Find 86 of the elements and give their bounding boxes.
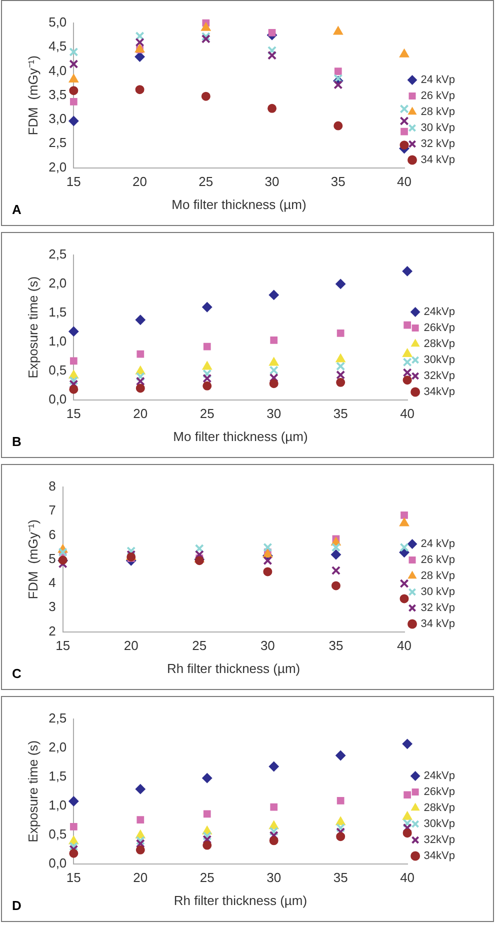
legend-label: 26 kVp [420,90,456,102]
x-tick-label: 20 [133,406,148,422]
legend-label: 32 kVp [420,602,456,614]
y-tick-label: 2,0 [48,276,67,291]
legend-label: 34 kVp [420,154,456,166]
y-tick-label: 4,0 [48,62,67,78]
legend-label: 30 kVp [420,122,456,134]
y-tick-label: 0,5 [48,362,67,378]
y-tick-label: 1,0 [48,797,67,812]
y-tick-label: 0,5 [48,826,67,842]
x-tick-label: 25 [200,406,214,422]
y-tick-label: 0,0 [48,855,67,870]
y-tick-label: 0,0 [48,391,67,406]
y-tick-label: 1,5 [48,304,67,320]
x-tick-label: 35 [333,406,348,422]
legend-label: 24kVp [424,306,456,318]
x-axis-title: Rh filter thickness (µm) [166,660,300,676]
legend-label: 28kVp [424,802,456,814]
legend-label: 28 kVp [420,106,456,118]
x-tick-label: 20 [132,174,148,190]
legend-label: 34kVp [424,386,456,398]
x-tick-label: 30 [264,174,280,190]
x-tick-label: 35 [333,870,348,886]
x-tick-label: 15 [56,638,70,654]
legend-label: 24kVp [424,770,456,782]
x-tick-label: 30 [266,406,282,422]
x-axis-title: Mo filter thickness (µm) [172,196,306,212]
x-tick-label: 40 [397,174,412,190]
y-axis-title: Exposure time (s) [25,276,40,378]
x-tick-label: 15 [66,870,81,886]
legend-label: 26kVp [424,786,456,798]
x-tick-label: 40 [397,638,412,654]
legend-label: 32kVp [424,834,456,846]
y-axis-title: FDM (mGy⁻¹) [25,519,40,600]
legend-label: 24 kVp [420,74,456,86]
text: A [12,202,22,217]
legend-label: 28 kVp [420,570,456,582]
y-tick-label: 4 [48,575,56,590]
y-tick-label: 4,5 [48,38,67,54]
x-axis-title: Rh filter thickness (µm) [174,892,308,908]
x-tick-label: 40 [400,870,415,886]
y-axis-title: Exposure time (s) [25,740,40,842]
legend-label: 34kVp [424,850,456,862]
y-tick-label: 2,5 [48,710,67,726]
legend-label: 28kVp [424,338,456,350]
y-tick-label: 2,5 [48,135,67,150]
y-tick-label: 2,0 [48,159,67,174]
y-tick-label: 5,0 [48,14,67,30]
legend-label: 30 kVp [420,586,456,598]
y-tick-label: 7 [48,502,56,518]
x-tick-label: 20 [133,870,148,886]
x-tick-label: 25 [200,870,214,886]
y-tick-label: 3,0 [48,111,67,126]
x-tick-label: 30 [266,870,282,886]
y-tick-label: 2 [48,623,56,638]
x-tick-label: 25 [198,174,214,190]
legend-label: 26 kVp [420,554,456,566]
y-tick-label: 3,5 [48,86,67,102]
y-tick-label: 8 [48,478,56,494]
x-tick-label: 20 [124,638,138,654]
legend-label: 24 kVp [420,538,456,550]
y-tick-label: 1,0 [48,333,67,348]
text: C [12,666,22,681]
x-tick-label: 30 [260,638,275,654]
y-tick-label: 2,5 [48,246,67,262]
x-tick-label: 15 [66,174,81,190]
text: B [12,434,22,449]
y-tick-label: 5 [48,550,56,566]
y-tick-label: 3 [48,599,56,614]
x-tick-label: 35 [330,174,346,190]
x-tick-label: 40 [400,406,415,422]
x-tick-label: 15 [66,406,81,422]
legend-label: 32kVp [424,370,456,382]
x-tick-label: 35 [328,638,344,654]
text: D [12,898,22,913]
legend-label: 32 kVp [420,138,456,150]
x-tick-label: 25 [192,638,207,654]
legend-label: 26kVp [424,322,456,334]
x-axis-title: Mo filter thickness (µm) [173,428,308,444]
y-tick-label: 6 [48,526,56,542]
legend-label: 30kVp [424,818,456,830]
y-tick-label: 2,0 [48,740,67,755]
y-axis-title: FDM (mGy⁻¹) [25,55,40,136]
legend-label: 30kVp [424,354,456,366]
legend-label: 34 kVp [420,618,456,630]
y-tick-label: 1,5 [48,768,67,784]
